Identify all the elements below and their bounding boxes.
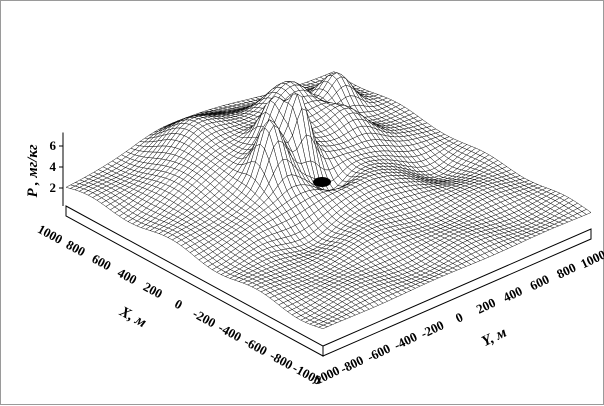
y-axis-tick-label: -600: [365, 341, 393, 365]
z-axis-title: P , мг/кг: [25, 144, 41, 197]
z-axis-tick-label: 2: [50, 180, 57, 195]
x-axis-tick-label: -800: [267, 348, 295, 373]
x-axis-tick-label: 1000: [35, 221, 65, 247]
y-axis-tick-label: 1000: [578, 247, 604, 272]
y-axis-tick-label: 0: [453, 309, 465, 325]
z-axis-tick-label: 6: [50, 138, 57, 153]
y-axis-tick-label: 400: [501, 283, 525, 305]
y-axis-tick-label: -400: [391, 329, 419, 353]
y-axis-tick-label: -200: [418, 317, 446, 341]
y-axis-tick-label: -1000: [308, 363, 342, 390]
x-axis-tick-label: 200: [141, 279, 165, 302]
x-axis-tick-label: 800: [64, 237, 88, 260]
sampling-point-marker: [313, 177, 331, 187]
y-axis-tick-label: -800: [338, 352, 366, 376]
sampling-point-marker: [313, 177, 331, 187]
x-axis-title: X, м: [116, 303, 149, 331]
x-axis-tick-label: 0: [172, 296, 185, 312]
y-axis-title: Y, м: [479, 325, 509, 350]
x-axis-tick-label: 400: [115, 265, 139, 288]
y-axis-tick-label: 200: [474, 295, 498, 317]
x-axis-tick-label: -400: [216, 320, 244, 345]
x-axis-tick-label: -600: [242, 334, 270, 359]
y-axis-tick-label: 800: [554, 260, 578, 282]
x-axis-tick-label: -200: [190, 306, 218, 331]
x-axis-tick-label: 600: [89, 251, 113, 274]
y-axis-tick-label: 600: [527, 271, 551, 293]
z-axis-tick-label: 4: [50, 159, 57, 174]
